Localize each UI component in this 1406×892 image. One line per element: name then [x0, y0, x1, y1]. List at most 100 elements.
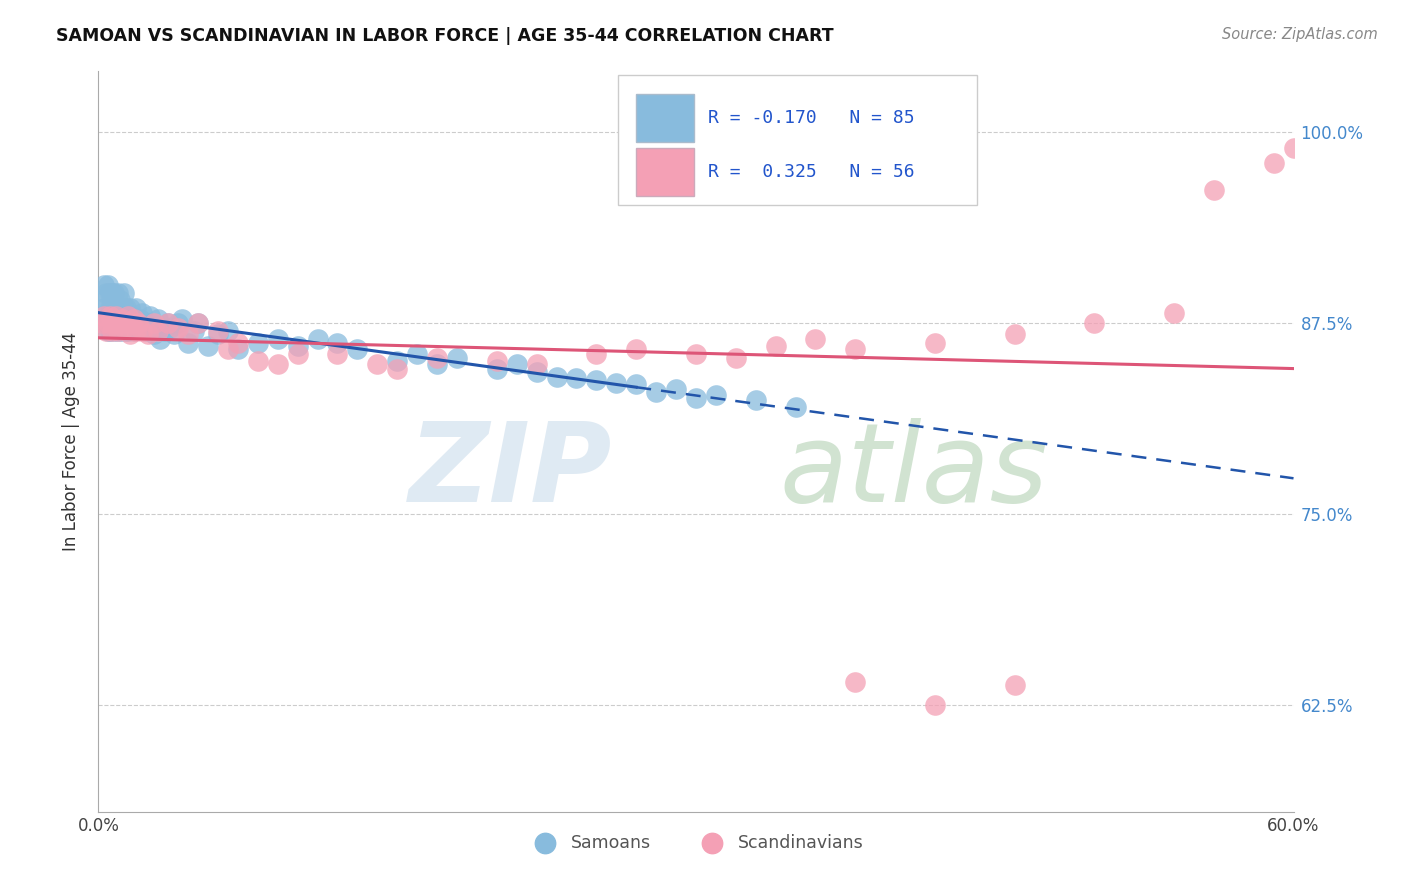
- Point: [121, 309, 143, 323]
- Legend: Samoans, Scandinavians: Samoans, Scandinavians: [522, 827, 870, 859]
- Point: [446, 351, 468, 366]
- Point: [111, 311, 134, 326]
- Point: [135, 324, 157, 338]
- Point: [685, 391, 707, 405]
- Point: [141, 321, 163, 335]
- Point: [187, 316, 209, 330]
- Point: [136, 316, 159, 330]
- Point: [217, 324, 239, 338]
- Point: [844, 675, 866, 690]
- Point: [685, 347, 707, 361]
- Point: [105, 309, 128, 323]
- Point: [585, 373, 607, 387]
- Point: [101, 301, 124, 315]
- Point: [1004, 678, 1026, 692]
- Point: [107, 285, 129, 300]
- Point: [177, 326, 200, 341]
- Point: [217, 342, 239, 356]
- Point: [326, 336, 349, 351]
- Point: [93, 301, 115, 315]
- Point: [157, 316, 180, 330]
- Point: [96, 316, 118, 330]
- Point: [127, 316, 149, 330]
- Point: [110, 293, 132, 308]
- Point: [93, 278, 115, 293]
- Point: [167, 321, 190, 335]
- Point: [112, 321, 135, 335]
- Point: [226, 342, 249, 356]
- Point: [110, 316, 132, 330]
- Point: [120, 326, 142, 341]
- Point: [172, 311, 194, 326]
- Point: [326, 347, 349, 361]
- Point: [101, 324, 124, 338]
- Point: [98, 309, 122, 323]
- Point: [103, 324, 125, 338]
- Point: [804, 331, 827, 345]
- Point: [101, 285, 124, 300]
- Point: [226, 336, 249, 351]
- Point: [605, 376, 627, 390]
- Text: R = -0.170   N = 85: R = -0.170 N = 85: [709, 109, 914, 127]
- Point: [366, 358, 388, 372]
- Point: [426, 351, 449, 366]
- Point: [91, 316, 114, 330]
- Point: [117, 309, 139, 323]
- Point: [585, 347, 607, 361]
- Point: [197, 339, 219, 353]
- Point: [485, 362, 508, 376]
- Point: [385, 354, 409, 368]
- Point: [1083, 316, 1105, 330]
- Point: [626, 342, 648, 356]
- Point: [645, 384, 668, 399]
- Point: [207, 326, 229, 341]
- Point: [107, 301, 129, 315]
- Point: [143, 326, 166, 341]
- Point: [177, 336, 200, 351]
- Y-axis label: In Labor Force | Age 35-44: In Labor Force | Age 35-44: [62, 332, 80, 551]
- Point: [1163, 305, 1185, 319]
- Point: [97, 316, 120, 330]
- Point: [565, 371, 588, 385]
- Point: [112, 285, 135, 300]
- Point: [125, 301, 148, 315]
- Point: [287, 339, 309, 353]
- Point: [307, 331, 329, 345]
- Point: [183, 324, 205, 338]
- Point: [117, 324, 139, 338]
- Bar: [619, 75, 977, 204]
- Point: [134, 315, 156, 329]
- Point: [107, 324, 129, 338]
- Point: [115, 316, 138, 330]
- Point: [704, 388, 727, 402]
- Point: [111, 324, 134, 338]
- Point: [131, 305, 153, 319]
- Point: [111, 309, 134, 323]
- Text: atlas: atlas: [779, 417, 1049, 524]
- Bar: [637, 94, 693, 142]
- Point: [121, 316, 143, 330]
- Point: [120, 316, 142, 330]
- Point: [163, 326, 186, 341]
- Point: [115, 324, 138, 338]
- Point: [765, 339, 787, 353]
- Point: [924, 336, 946, 351]
- Point: [103, 309, 125, 323]
- Text: Source: ZipAtlas.com: Source: ZipAtlas.com: [1222, 27, 1378, 42]
- Point: [406, 347, 429, 361]
- Point: [785, 400, 807, 414]
- Point: [1202, 183, 1225, 197]
- Point: [1263, 156, 1285, 170]
- Point: [124, 311, 146, 326]
- Point: [105, 316, 128, 330]
- Point: [745, 392, 768, 407]
- Point: [127, 316, 149, 330]
- Point: [148, 311, 170, 326]
- Point: [96, 324, 118, 338]
- Point: [110, 316, 132, 330]
- Text: SAMOAN VS SCANDINAVIAN IN LABOR FORCE | AGE 35-44 CORRELATION CHART: SAMOAN VS SCANDINAVIAN IN LABOR FORCE | …: [56, 27, 834, 45]
- Point: [97, 324, 120, 338]
- Text: ZIP: ZIP: [409, 417, 613, 524]
- Point: [149, 331, 172, 345]
- Point: [112, 301, 135, 315]
